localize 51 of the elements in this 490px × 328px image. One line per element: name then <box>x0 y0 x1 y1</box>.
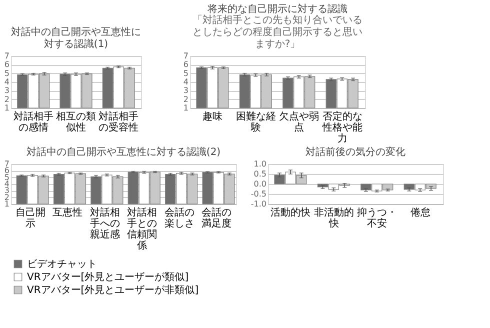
x-tick-label: 趣味 <box>202 110 223 122</box>
y-tick-label: 5 <box>4 172 10 182</box>
x-tick-label: 対話相手との信頼関係 <box>127 206 158 252</box>
x-tick-label: 困難な経験 <box>236 110 276 134</box>
y-tick-label: 3 <box>183 86 188 96</box>
chart-subtitle: 「対話相手とこの先も知り合いでいるとしたらどの程度自己開示すると思いますか?」 <box>192 14 362 50</box>
y-tick-label: 7 <box>4 160 10 168</box>
y-tick-label: 4 <box>4 78 10 86</box>
y-tick-label: 7 <box>183 52 188 60</box>
y-tick-label: 0.5 <box>254 170 266 178</box>
x-tick-label: 会話の満足度 <box>201 206 232 230</box>
y-tick-label: 2 <box>183 94 188 104</box>
y-tick-label: 1 <box>4 200 10 208</box>
x-tick-label: 相互の類似性 <box>56 110 96 134</box>
y-tick-label: -1.0 <box>250 200 266 208</box>
y-tick-label: 3 <box>4 86 10 96</box>
x-tick-label: 倦怠 <box>410 206 430 218</box>
y-tick-label: 7 <box>4 52 10 60</box>
y-tick-label: 4 <box>183 78 188 86</box>
x-tick-label: 互恵性 <box>52 206 83 218</box>
y-tick-label: 6 <box>183 60 188 70</box>
y-tick-label: 3 <box>4 186 10 196</box>
y-tick-label: 0.0 <box>254 180 266 188</box>
y-tick-label: 2 <box>4 192 10 202</box>
x-tick-label: 活動的快 <box>270 206 311 218</box>
chart-title: 将来的な自己開示に対する認識 <box>206 3 348 15</box>
x-tick-label: 抑うつ・不安 <box>357 206 398 230</box>
legend-label: VRアバター[外見とユーザーが非類似] <box>27 284 199 296</box>
y-tick-label: 1 <box>183 104 188 112</box>
y-tick-label: -0.5 <box>250 190 266 198</box>
legend-label: VRアバター[外見とユーザーが類似] <box>27 271 189 283</box>
x-tick-label: 対話相手の感情 <box>13 110 54 134</box>
y-tick-label: 1.0 <box>254 160 266 168</box>
x-tick-label: 対話相手への親近感 <box>90 206 120 240</box>
y-tick-label: 1 <box>4 104 10 112</box>
chart-title: 対話中の自己開示や互恵性に対する認識(1) <box>11 26 141 50</box>
x-tick-label: 否定的な性格や能力 <box>321 110 362 144</box>
x-tick-label: 欠点や弱点 <box>279 110 320 134</box>
y-tick-label: 5 <box>183 68 188 78</box>
x-tick-label: 自己開示 <box>16 206 46 230</box>
y-tick-label: 4 <box>4 180 10 188</box>
y-tick-label: 2 <box>4 94 10 104</box>
x-tick-label: 非活動的快 <box>314 206 354 230</box>
chart-title: 対話中の自己開示や互恵性に対する認識(2) <box>26 146 221 158</box>
y-tick-label: 6 <box>4 166 10 176</box>
y-tick-label: 6 <box>4 60 10 70</box>
x-tick-label: 会話の楽しさ <box>164 206 194 230</box>
y-tick-label: 5 <box>4 68 10 78</box>
chart-title: 対話前後の気分の変化 <box>306 146 406 158</box>
x-tick-label: 対話相手の受容性 <box>98 110 139 134</box>
legend-label: ビデオチャット <box>27 259 97 270</box>
